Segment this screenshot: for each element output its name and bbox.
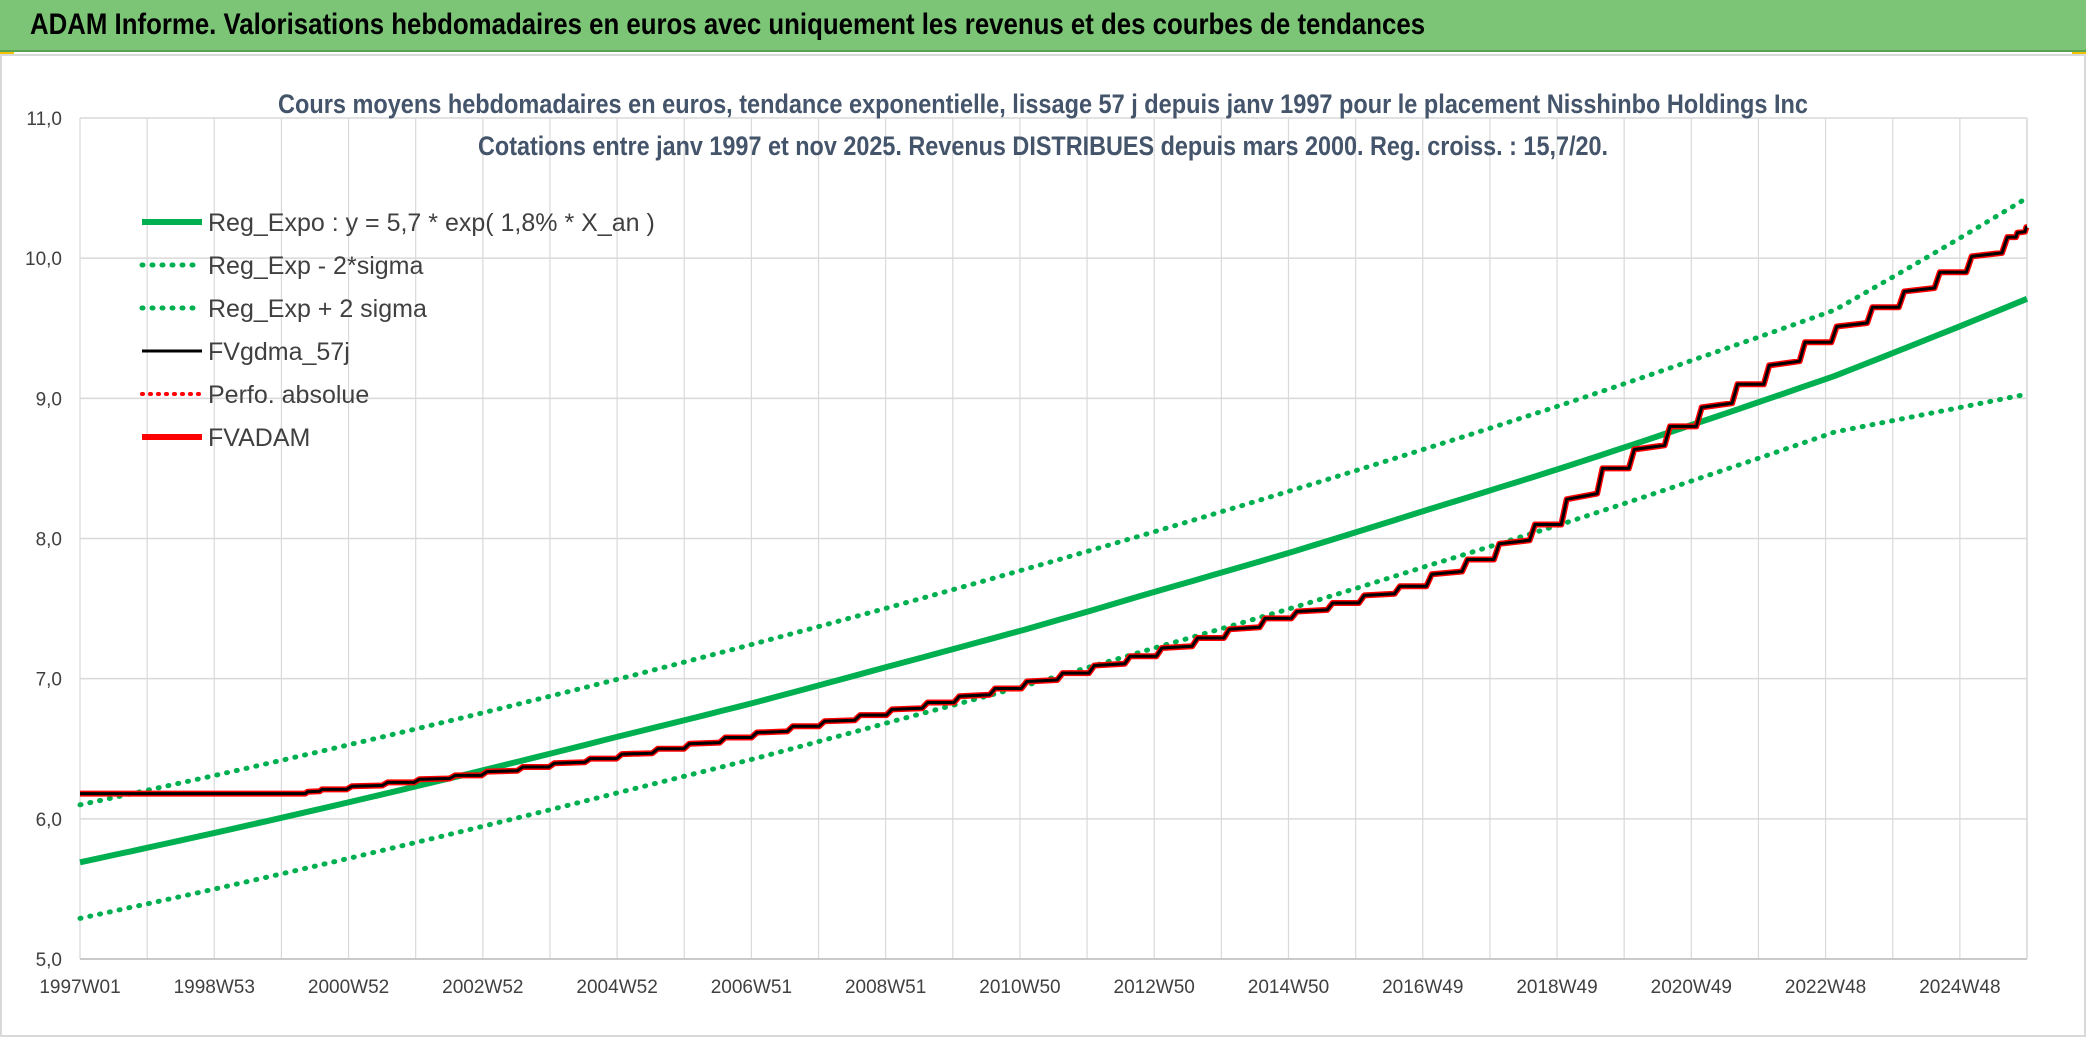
series-line-1 xyxy=(77,391,2030,921)
report-title: ADAM Informe. Valorisations hebdomadaire… xyxy=(30,8,1426,41)
x-tick-label: 2008W51 xyxy=(845,977,926,998)
report-banner: ADAM Informe. Valorisations hebdomadaire… xyxy=(0,0,2086,52)
x-tick-label: 2006W51 xyxy=(711,977,792,998)
x-tick-label: 2024W48 xyxy=(1919,977,2000,998)
legend: Reg_Expo : y = 5,7 * exp( 1,8% * X_an ) R… xyxy=(139,209,655,452)
legend-label-0: Reg_Expo : y = 5,7 * exp( 1,8% * X_an ) xyxy=(208,209,655,237)
legend-label-4: Perfo. absolue xyxy=(208,381,369,409)
grid-layer xyxy=(79,117,2028,960)
x-tick-label: 2004W52 xyxy=(576,977,657,998)
x-tick-label: 2016W49 xyxy=(1382,977,1463,998)
y-tick-label: 5,0 xyxy=(36,950,62,971)
series-line-0 xyxy=(79,296,2029,866)
x-tick-label: 2012W50 xyxy=(1114,977,1195,998)
x-tick-label: 2020W49 xyxy=(1651,977,1732,998)
legend-label-1: Reg_Exp - 2*sigma xyxy=(208,252,423,280)
x-tick-label: 2018W49 xyxy=(1516,977,1597,998)
chart-subtitle: Cotations entre janv 1997 et nov 2025. R… xyxy=(478,131,1608,161)
y-tick-label: 6,0 xyxy=(36,810,62,831)
legend-label-5: FVADAM xyxy=(208,424,310,452)
x-tick-label: 2002W52 xyxy=(442,977,523,998)
x-tick-label: 2000W52 xyxy=(308,977,389,998)
series-layer xyxy=(77,195,2030,921)
x-tick-label: 1997W01 xyxy=(39,977,120,998)
y-tick-label: 9,0 xyxy=(36,389,62,410)
legend-label-3: FVgdma_57j xyxy=(208,338,350,366)
chart-title: Cours moyens hebdomadaires en euros, ten… xyxy=(278,89,1808,119)
x-tick-label: 1998W53 xyxy=(174,977,255,998)
x-tick-label: 2014W50 xyxy=(1248,977,1329,998)
legend-label-2: Reg_Exp + 2 sigma xyxy=(208,295,427,323)
y-tick-label: 7,0 xyxy=(36,670,62,691)
chart-frame xyxy=(0,54,2086,1037)
y-tick-label: 10,0 xyxy=(25,249,62,270)
x-tick-label: 2010W50 xyxy=(979,977,1060,998)
series-line-2 xyxy=(77,195,2030,808)
y-tick-label: 8,0 xyxy=(36,530,62,551)
axis-layer: 5,0 6,0 7,0 8,0 9,0 10,0 11,0 1997W01 1998W53 200… xyxy=(25,109,2028,998)
y-tick-label: 11,0 xyxy=(26,109,62,130)
series-line-3 xyxy=(80,225,2028,796)
x-tick-label: 2022W48 xyxy=(1785,977,1866,998)
